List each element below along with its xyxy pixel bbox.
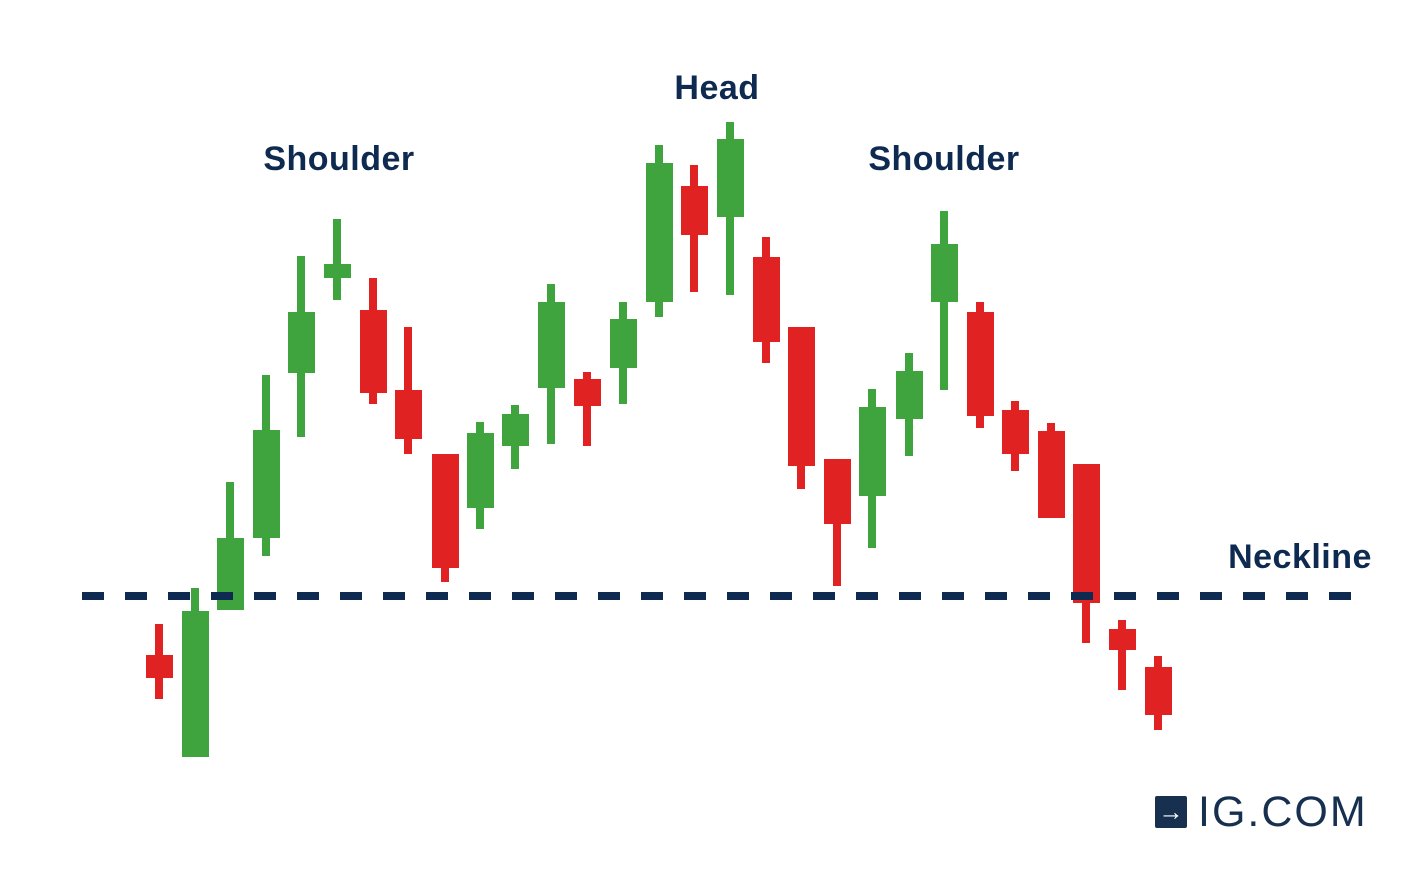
candle-6-body-green [323, 264, 351, 278]
candle-28-wick [1118, 620, 1126, 690]
candle-27-body-red [1072, 464, 1100, 603]
candle-13-body-red [573, 379, 601, 406]
candle-8-body-red [394, 390, 422, 439]
candle-29-body-red [1144, 667, 1172, 715]
candle-5-body-green [287, 312, 315, 373]
candle-16-body-red [680, 186, 708, 235]
candle-22-body-green [895, 371, 923, 419]
neckline-dashed-line [82, 592, 1372, 600]
candle-11-body-green [501, 414, 529, 446]
candle-20-body-red [823, 459, 851, 524]
candle-26-body-red [1037, 431, 1065, 518]
candle-4-body-green [252, 430, 280, 538]
label-left-shoulder: Shoulder [263, 140, 415, 178]
label-head: Head [674, 69, 760, 107]
candle-6-wick [333, 219, 341, 300]
candle-21-body-green [858, 407, 886, 496]
candle-9-body-red [431, 454, 459, 568]
candle-2-body-green [181, 611, 209, 757]
candle-14-body-green [609, 319, 637, 368]
candle-12-body-green [537, 302, 565, 388]
ig-logo-text: IG.COM [1198, 788, 1368, 836]
right-arrow-icon: → [1158, 798, 1184, 826]
candle-13-wick [583, 372, 591, 446]
candle-7-body-red [359, 310, 387, 393]
candle-1-body-red [145, 655, 173, 678]
ig-logo-arrow-icon: → [1155, 796, 1187, 828]
candle-18-body-red [752, 257, 780, 342]
label-neckline: Neckline [1228, 538, 1372, 576]
candle-10-body-green [466, 433, 494, 508]
ig-logo: → IG.COM [1155, 788, 1368, 836]
candle-23-body-green [930, 244, 958, 302]
candle-28-body-red [1108, 629, 1136, 650]
candle-25-body-red [1001, 410, 1029, 454]
candle-24-body-red [966, 312, 994, 416]
candle-19-body-red [787, 327, 815, 466]
candle-17-body-green [716, 139, 744, 217]
label-right-shoulder: Shoulder [868, 140, 1020, 178]
candle-15-body-green [645, 163, 673, 302]
